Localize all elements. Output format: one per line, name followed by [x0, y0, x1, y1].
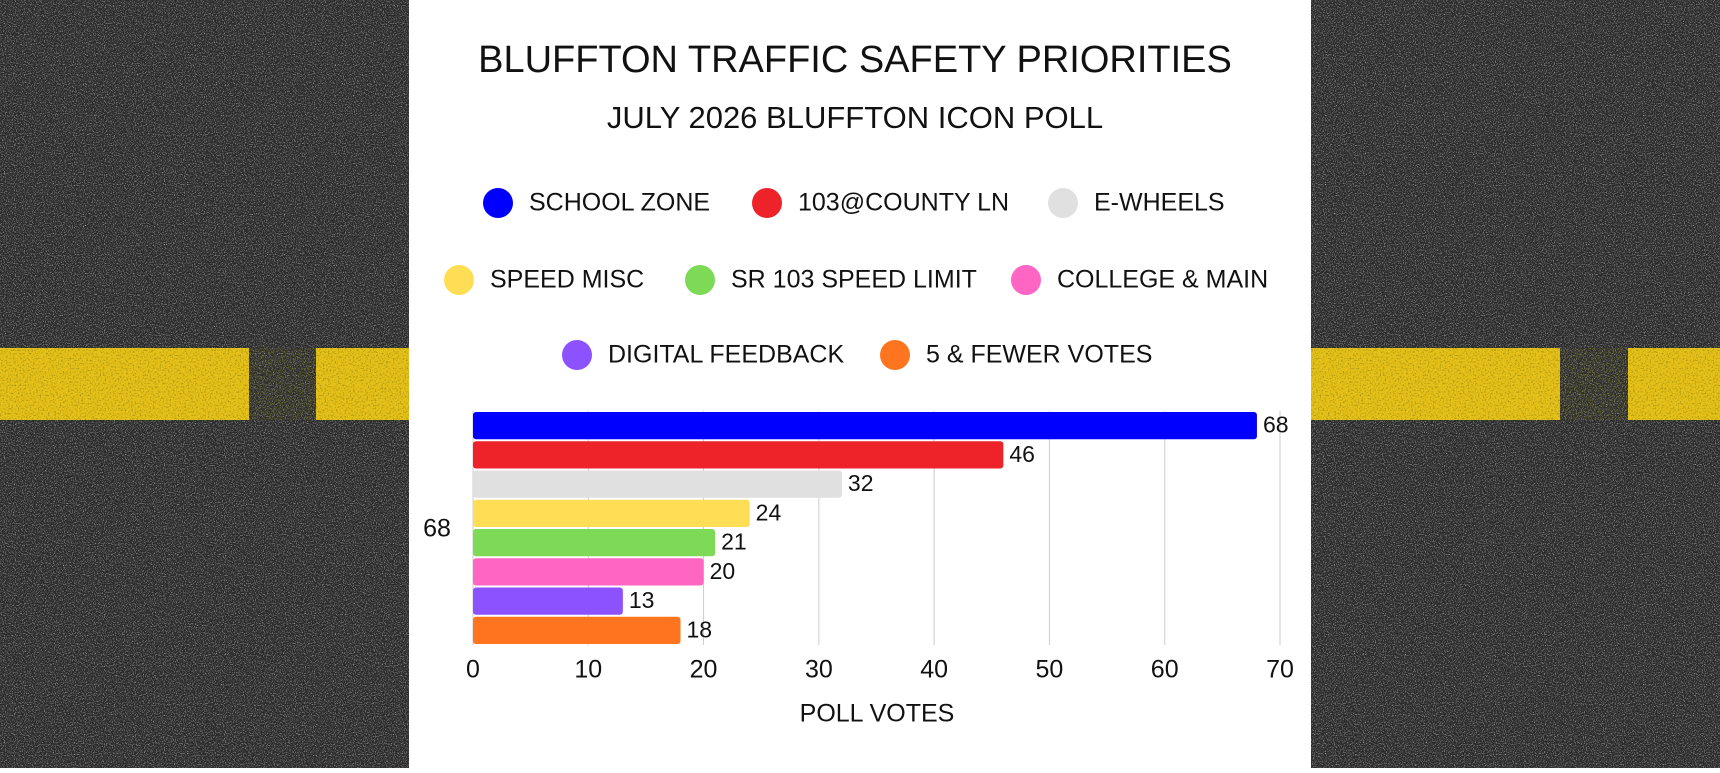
chart-title: BLUFFTON TRAFFIC SAFETY PRIORITIES	[478, 39, 1232, 81]
data-label: 24	[756, 499, 782, 525]
legend-swatch	[444, 265, 474, 295]
x-tick-label: 0	[466, 656, 480, 684]
x-tick-label: 50	[1036, 656, 1064, 684]
legend-label: SPEED MISC	[490, 266, 644, 294]
data-label: 20	[710, 558, 736, 584]
legend-label: 5 & FEWER VOTES	[926, 341, 1152, 369]
legend-swatch	[1011, 265, 1041, 295]
data-label: 68	[1263, 412, 1289, 438]
legend-swatch	[685, 265, 715, 295]
bar	[473, 441, 1004, 469]
x-tick-label: 40	[920, 656, 948, 684]
bar	[473, 558, 704, 586]
legend-swatch	[1048, 188, 1078, 218]
bar	[473, 587, 623, 615]
legend-swatch	[880, 340, 910, 370]
bar	[473, 529, 716, 557]
legend-swatch	[483, 188, 513, 218]
legend-swatch	[752, 188, 782, 218]
data-label: 21	[721, 529, 747, 555]
bar	[473, 412, 1257, 440]
x-axis-title: POLL VOTES	[800, 700, 955, 728]
legend-label: SCHOOL ZONE	[529, 189, 710, 217]
bar	[473, 499, 750, 527]
data-label: 46	[1009, 441, 1035, 467]
legend-swatch	[562, 340, 592, 370]
x-tick-label: 10	[574, 656, 602, 684]
y-tick-label: 68	[423, 515, 451, 543]
legend-label: E-WHEELS	[1094, 189, 1225, 217]
x-tick-label: 60	[1151, 656, 1179, 684]
data-label: 13	[629, 587, 655, 613]
x-tick-label: 20	[690, 656, 718, 684]
legend-label: COLLEGE & MAIN	[1057, 266, 1268, 294]
x-tick-label: 70	[1266, 656, 1294, 684]
chart-subtitle: JULY 2026 BLUFFTON ICON POLL	[607, 100, 1103, 135]
data-label: 32	[848, 470, 874, 496]
legend-label: SR 103 SPEED LIMIT	[731, 266, 977, 294]
x-tick-label: 30	[805, 656, 833, 684]
legend-label: 103@COUNTY LN	[798, 189, 1009, 217]
data-label: 18	[687, 616, 713, 642]
bar	[473, 470, 842, 498]
bar	[473, 616, 681, 644]
legend-label: DIGITAL FEEDBACK	[608, 341, 844, 369]
